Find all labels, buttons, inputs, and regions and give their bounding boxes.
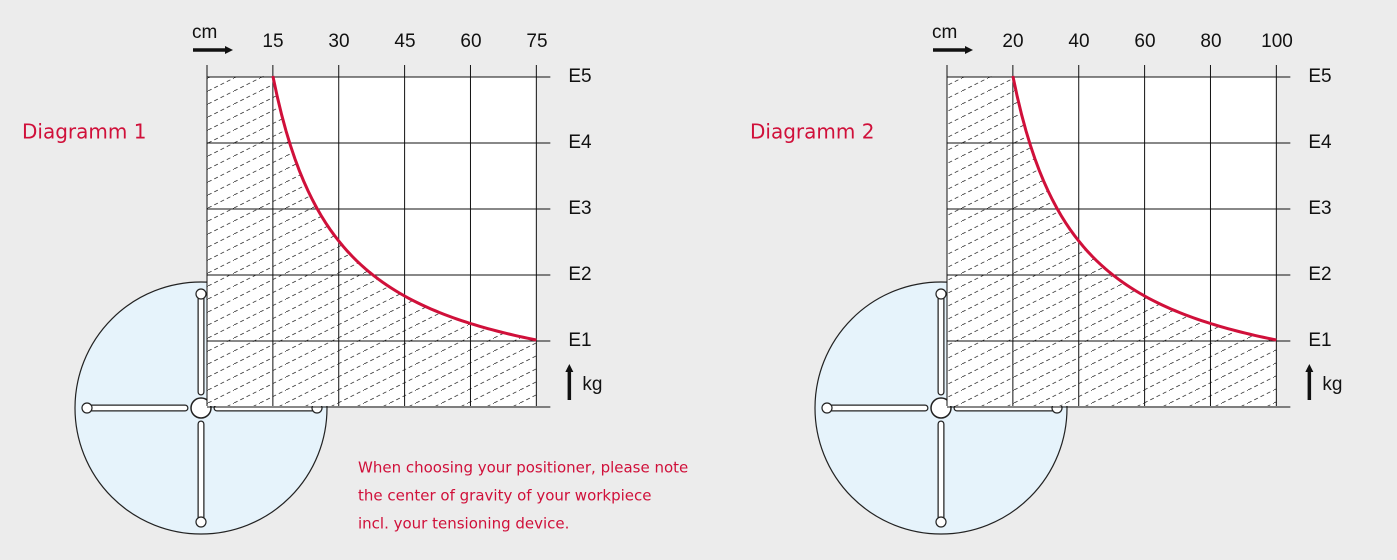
x-tick-label: 45 — [394, 31, 415, 52]
y-unit: kg — [1322, 374, 1342, 395]
level-label: E1 — [568, 330, 591, 351]
diagram-title: Diagramm 1 — [22, 120, 146, 144]
note-line: the center of gravity of your workpiece — [358, 487, 652, 505]
slot-end — [196, 517, 206, 527]
slot-end — [936, 289, 946, 299]
level-label: E1 — [1308, 330, 1331, 351]
level-label: E2 — [1308, 264, 1331, 285]
note-line: When choosing your positioner, please no… — [358, 459, 688, 477]
x-tick-label: 20 — [1002, 31, 1023, 52]
x-tick-label: 80 — [1200, 31, 1221, 52]
level-label: E3 — [1308, 198, 1331, 219]
x-tick-label: 60 — [1134, 31, 1155, 52]
x-tick-label: 40 — [1068, 31, 1089, 52]
x-tick-label: 30 — [328, 31, 349, 52]
level-label: E5 — [1308, 66, 1331, 87]
diagram-title: Diagramm 2 — [750, 120, 874, 144]
x-tick-label: 100 — [1261, 31, 1293, 52]
level-label: E3 — [568, 198, 591, 219]
level-label: E5 — [568, 66, 591, 87]
level-label: E4 — [1308, 132, 1332, 153]
page: 15 30 45 60 75 E5 E4 E3 E2 E1 cm kg Diagramm 1 20 40 60… — [0, 0, 1397, 560]
note-line: incl. your tensioning device. — [358, 515, 569, 533]
slot-end — [196, 289, 206, 299]
level-label: E2 — [568, 264, 591, 285]
slot-end — [82, 403, 92, 413]
x-tick-label: 15 — [262, 31, 283, 52]
slot-end — [822, 403, 832, 413]
x-unit: cm — [192, 22, 217, 43]
x-unit: cm — [932, 22, 957, 43]
x-tick-label: 60 — [460, 31, 481, 52]
y-unit: kg — [582, 374, 602, 395]
level-label: E4 — [568, 132, 592, 153]
x-tick-label: 75 — [526, 31, 547, 52]
slot-end — [936, 517, 946, 527]
